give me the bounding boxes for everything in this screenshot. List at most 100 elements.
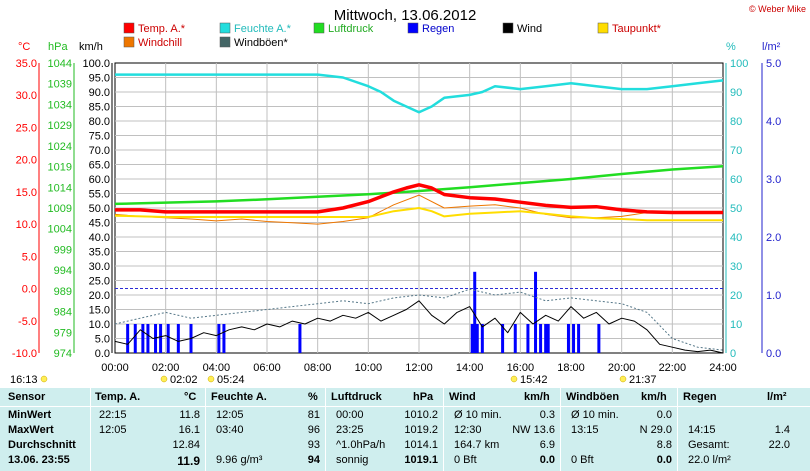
rain-bar: [501, 324, 505, 353]
temp-line: [115, 183, 723, 215]
wind-tick: 65.0: [89, 160, 110, 172]
table-cell-wind-val: NW 13.6: [512, 424, 555, 436]
hdr-temp-unit: °C: [184, 391, 197, 403]
legend-swatch-temp: [123, 22, 135, 34]
wind-tick: 95.0: [89, 73, 110, 85]
legend-swatch-humidity: [219, 22, 231, 34]
pressure-tick: 974: [54, 348, 72, 360]
table-cell-hum-time: 12:05: [216, 409, 244, 421]
wind-tick: 70.0: [89, 145, 110, 157]
table-cell-temp-val: 11.8: [179, 409, 200, 421]
wind-tick: 15.0: [89, 305, 110, 317]
rain-tick: 1.0: [766, 290, 781, 302]
table-cell-gust-val: N 29.0: [639, 424, 672, 436]
humidity-tick: 30: [730, 261, 742, 273]
rain-bar: [141, 324, 145, 353]
temp-unit: °C: [18, 41, 30, 53]
wind-tick: 100.0: [82, 58, 110, 70]
sun-event-label: 16:13: [10, 374, 38, 386]
table-cell-press-time: 00:00: [336, 409, 364, 421]
table-cell-wind-desc: Ø 10 min.: [454, 409, 502, 421]
table-cell-gust-desc: 0 Bft: [571, 454, 594, 466]
rain-bar: [470, 324, 474, 353]
hdr-wind-unit: km/h: [524, 391, 550, 403]
temp-tick: 15.0: [16, 187, 37, 199]
x-tick-label: 06:00: [253, 362, 281, 374]
rain-bar: [546, 324, 550, 353]
wind-tick: 50.0: [89, 203, 110, 215]
rain-bar: [217, 324, 221, 353]
hdr-temp: Temp. A.: [95, 391, 141, 403]
table-divider: [443, 388, 444, 471]
table-cell-wind-val: 0.0: [539, 454, 555, 466]
rain-bar: [526, 324, 530, 353]
hdr-rain: Regen: [683, 391, 717, 403]
rain-bar: [159, 324, 163, 353]
wind-tick: 20.0: [89, 290, 110, 302]
pressure-tick: 979: [54, 327, 72, 339]
windchill-line: [114, 194, 723, 225]
humidity-tick: 90: [730, 87, 742, 99]
rain-bar: [146, 324, 150, 353]
weather-chart: Mittwoch, 13.06.2012 © Weber Mike Temp. …: [10, 4, 806, 386]
table-cell-rain-time: Gesamt:: [688, 439, 730, 451]
pressure-tick: 1039: [48, 79, 72, 91]
table-cell-press-time: ^1.0hPa/h: [336, 439, 386, 451]
hdr-rain-unit: l/m²: [767, 391, 787, 403]
x-tick-label: 12:00: [405, 362, 433, 374]
wind-tick: 80.0: [89, 116, 110, 128]
rain-bar: [572, 324, 576, 353]
pressure-tick: 999: [54, 244, 72, 256]
table-cell-press-time: sonnig: [336, 454, 369, 466]
hdr-press-unit: hPa: [413, 391, 434, 403]
wind-tick: 25.0: [89, 276, 110, 288]
rain-bar: [513, 324, 517, 353]
legend-label-rain: Regen: [422, 23, 454, 35]
wind-tick: 40.0: [89, 232, 110, 244]
wind-tick: 0.0: [95, 348, 110, 360]
dewpoint-line: [114, 207, 723, 222]
hdr-press: Luftdruck: [331, 391, 382, 403]
pressure-tick: 989: [54, 286, 72, 298]
table-cell-hum-val: 93: [307, 439, 320, 451]
legend-label-pressure: Luftdruck: [328, 23, 374, 35]
table-cell-press-time: 23:25: [336, 424, 364, 436]
wind-tick: 60.0: [89, 174, 110, 186]
humidity-line: [115, 73, 724, 114]
pressure-tick: 1019: [48, 162, 72, 174]
rain-bar: [480, 324, 484, 353]
pressure-tick: 1034: [48, 99, 72, 111]
table-cell-wind-desc: 0 Bft: [454, 454, 477, 466]
table-cell-temp-val: 12.84: [172, 439, 200, 451]
sun-icon: [160, 375, 168, 383]
table-cell-hum-val: 94: [307, 454, 320, 466]
table-cell-rain-time: 22.0 l/m²: [688, 454, 731, 466]
table-cell-label: MaxWert: [8, 424, 54, 436]
rain-bar: [166, 324, 170, 353]
table-cell-press-val: 1010.2: [404, 409, 438, 421]
table-divider: [0, 406, 810, 407]
hdr-hum-unit: %: [308, 391, 318, 403]
table-divider: [560, 388, 561, 471]
table-divider: [90, 388, 91, 471]
hdr-sensor: Sensor: [8, 391, 46, 403]
table-cell-rain-val: 22.0: [768, 439, 790, 451]
sun-icon: [510, 375, 518, 383]
chart-legend: Temp. A.* Feuchte A.* Luftdruck Regen Wind Ta…: [123, 22, 662, 49]
table-cell-wind-val: 0.3: [539, 409, 555, 421]
wind-tick: 45.0: [89, 218, 110, 230]
pressure-tick: 994: [54, 265, 72, 277]
temp-tick: 25.0: [16, 122, 37, 134]
rain-bar: [539, 324, 543, 353]
x-tick-label: 04:00: [203, 362, 231, 374]
legend-swatch-rain: [407, 22, 419, 34]
rain-tick: 3.0: [766, 174, 781, 186]
rain-bar: [475, 324, 479, 353]
rain-bar: [222, 324, 226, 353]
table-cell-press-val: 1019.2: [404, 424, 438, 436]
legend-label-wind: Wind: [517, 23, 542, 35]
hdr-gust-unit: km/h: [641, 391, 667, 403]
temp-tick: 5.0: [22, 251, 37, 263]
rain-bar: [176, 324, 180, 353]
hdr-wind: Wind: [449, 391, 476, 403]
